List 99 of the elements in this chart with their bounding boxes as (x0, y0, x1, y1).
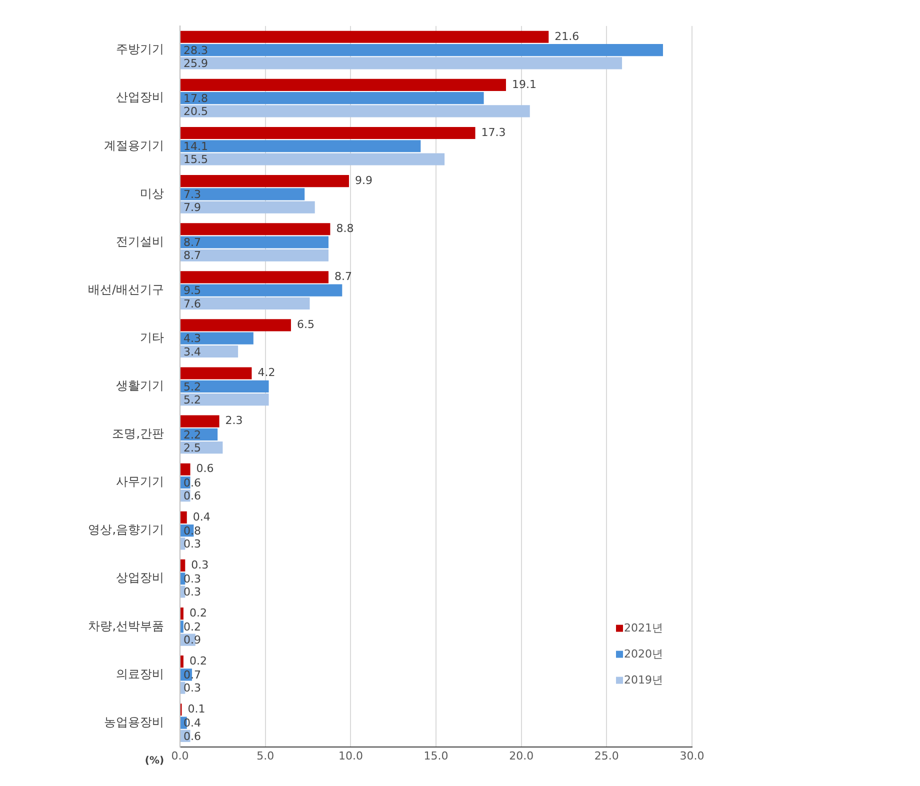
x-tick-label: 10.0 (338, 749, 363, 762)
bar (180, 463, 190, 476)
data-label: 14.1 (184, 140, 208, 153)
x-tick-label: 0.0 (171, 749, 189, 762)
bar (180, 656, 184, 668)
bar (180, 57, 622, 70)
data-label: 5.2 (184, 393, 202, 406)
bar (180, 44, 663, 56)
data-label: 8.7 (334, 270, 352, 284)
data-label: 0.2 (189, 606, 207, 620)
legend-label: 2020년 (624, 648, 663, 661)
y-tick-label: 영상,음향기기 (88, 522, 164, 537)
y-tick-label: 농업용장비 (104, 714, 164, 729)
data-label: 7.6 (184, 297, 202, 310)
data-label: 8.8 (336, 222, 354, 235)
y-tick-label: 상업장비 (116, 570, 164, 585)
bar (180, 271, 329, 284)
bar (180, 201, 315, 214)
data-label: 3.4 (184, 345, 202, 358)
data-label: 0.4 (192, 510, 210, 524)
bar (180, 105, 530, 118)
data-label: 7.3 (184, 188, 202, 202)
data-label: 0.3 (191, 558, 209, 572)
data-label: 0.6 (184, 730, 202, 743)
data-label: 0.1 (188, 702, 206, 716)
bar (180, 559, 186, 572)
data-label: 2.2 (184, 428, 202, 442)
data-label: 8.7 (184, 236, 202, 250)
y-tick-label: 미상 (140, 186, 164, 200)
data-label: 0.3 (184, 682, 202, 695)
data-label: 2.5 (184, 441, 202, 454)
y-tick-label: 사무기기 (116, 474, 164, 489)
data-label: 4.3 (184, 332, 202, 346)
data-label: 0.9 (184, 634, 202, 647)
bar (180, 140, 421, 152)
bar (180, 620, 184, 633)
bar (180, 249, 329, 262)
data-label: 0.6 (184, 490, 202, 502)
data-label: 8.7 (184, 249, 202, 262)
bar (180, 188, 305, 200)
bar (180, 380, 269, 392)
bar (180, 511, 187, 524)
bar (180, 175, 349, 188)
data-label: 0.2 (184, 620, 202, 634)
bar (180, 92, 484, 104)
bar (180, 78, 506, 91)
data-label: 4.2 (258, 366, 276, 380)
bar (180, 153, 445, 166)
y-tick-label: 생활기기 (116, 378, 164, 393)
data-label: 15.5 (184, 153, 208, 166)
data-label: 17.8 (184, 92, 208, 105)
data-label: 28.3 (184, 44, 208, 57)
y-tick-label: 기타 (140, 330, 164, 344)
y-tick-label: 산업장비 (116, 90, 164, 104)
y-tick-label: 전기설비 (116, 234, 164, 248)
data-label: 0.3 (184, 586, 202, 599)
data-label: 6.5 (296, 318, 314, 332)
x-tick-label: 15.0 (424, 749, 448, 762)
bar (180, 586, 186, 598)
bar (180, 345, 238, 358)
y-tick-label: 조명,간판 (112, 426, 164, 441)
data-label: 17.3 (481, 126, 506, 139)
x-tick-label: 30.0 (680, 749, 704, 762)
data-label: 20.5 (184, 105, 208, 118)
y-tick-label: 주방기기 (116, 42, 164, 56)
data-label: 2.3 (225, 414, 243, 428)
x-axis-title: (%) (144, 755, 164, 766)
bar (180, 126, 476, 140)
x-tick-label: 5.0 (256, 749, 274, 762)
bar (180, 367, 252, 380)
bar (180, 297, 310, 310)
bar (180, 223, 330, 236)
bar (180, 319, 291, 332)
data-label: 21.6 (554, 30, 580, 43)
data-label: 7.9 (184, 201, 202, 214)
y-tick-label: 계절용기기 (104, 138, 164, 152)
legend-label: 2019년 (624, 674, 663, 687)
bar (180, 393, 269, 406)
data-label: 9.5 (184, 284, 202, 298)
bar (180, 607, 184, 620)
data-label: 0.7 (184, 668, 202, 682)
data-label: 0.3 (184, 538, 202, 551)
data-label: 25.9 (184, 57, 208, 70)
data-label: 0.2 (189, 654, 207, 668)
bar (180, 30, 549, 43)
x-tick-label: 20.0 (509, 749, 534, 762)
legend-label: 2021년 (624, 622, 663, 635)
data-label: 5.2 (184, 380, 202, 394)
bar (180, 236, 329, 248)
data-label: 0.6 (196, 462, 214, 476)
y-tick-label: 의료장비 (116, 666, 164, 681)
data-label: 19.1 (512, 78, 536, 91)
y-tick-label: 차량,선박부품 (88, 618, 164, 633)
y-tick-label: 배선/배선기구 (88, 282, 164, 296)
bar (180, 332, 254, 344)
data-label: 9.9 (354, 174, 372, 187)
x-tick-label: 25.0 (594, 749, 619, 762)
bar (180, 284, 342, 296)
bar (180, 415, 220, 428)
